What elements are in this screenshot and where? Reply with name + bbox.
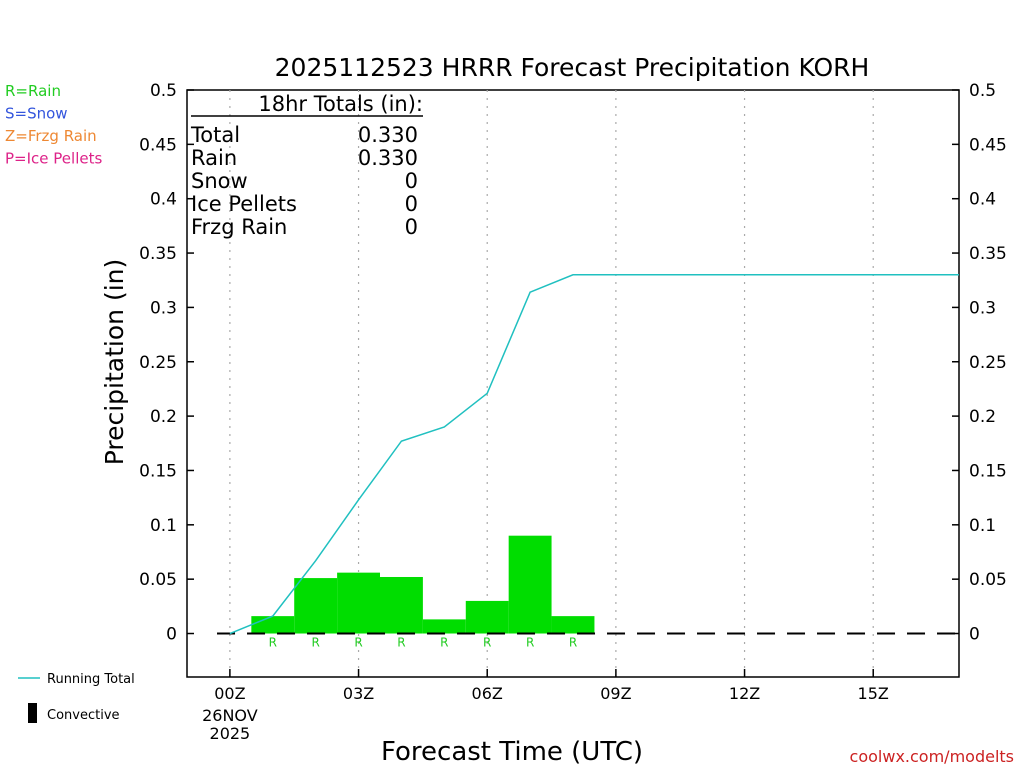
totals-label: Ice Pellets	[191, 192, 297, 216]
ptype-legend-item: S=Snow	[5, 105, 68, 123]
convective-legend-swatch	[28, 703, 37, 723]
ptype-marker: R	[269, 636, 277, 650]
ptype-legend-item: P=Ice Pellets	[5, 150, 102, 168]
totals-label: Snow	[191, 169, 248, 193]
credit-text: coolwx.com/modelts	[850, 747, 1014, 766]
running-total-legend-label: Running Total	[47, 672, 135, 687]
chart-title: 2025112523 HRRR Forecast Precipitation K…	[275, 53, 870, 82]
totals-label: Total	[190, 123, 240, 147]
y-axis-right: 0 0.05 0.1 0.15 0.2 0.25 0.3 0.35 0.4 0.45 0.5	[952, 81, 1007, 645]
x-tick-label: 00Z	[214, 684, 245, 703]
x-date-year: 2025	[210, 724, 251, 743]
ptype-marker: R	[483, 636, 491, 650]
ptype-marker: R	[354, 636, 362, 650]
y-tick-label-left: 0.25	[139, 353, 177, 373]
y-tick-label-right: 0.4	[969, 190, 996, 210]
y-tick-label-right: 0	[969, 625, 980, 645]
x-axis-title: Forecast Time (UTC)	[381, 737, 643, 767]
y-axis-title: Precipitation (in)	[100, 259, 129, 466]
precip-bar	[380, 576, 423, 634]
ptype-marker: R	[569, 636, 577, 650]
totals-value: 0	[405, 192, 418, 216]
x-date-day: 26NOV	[202, 706, 258, 725]
precip-bar	[294, 578, 338, 634]
y-tick-label-right: 0.3	[969, 298, 996, 318]
ptype-legend: R=Rain S=Snow Z=Frzg Rain P=Ice Pellets	[5, 82, 102, 168]
ptype-marker: R	[311, 636, 319, 650]
totals-header: 18hr Totals (in):	[258, 92, 423, 116]
y-tick-label-left: 0.2	[150, 407, 177, 427]
totals-value: 0.330	[358, 146, 418, 170]
totals-label: Rain	[191, 146, 237, 170]
ptype-marker: R	[440, 636, 448, 650]
x-tick-label: 03Z	[343, 684, 374, 703]
precip-bar	[251, 616, 295, 634]
ptype-marker: R	[526, 636, 534, 650]
y-tick-label-right: 0.35	[969, 244, 1007, 264]
y-tick-label-left: 0.45	[139, 135, 177, 155]
precip-bar	[551, 616, 595, 634]
y-tick-label-left: 0.15	[139, 461, 177, 481]
totals-value: 0.330	[358, 123, 418, 147]
x-tick-label: 09Z	[600, 684, 631, 703]
y-tick-label-left: 0.5	[150, 81, 177, 101]
y-tick-label-left: 0.4	[150, 190, 177, 210]
x-tick-label: 15Z	[858, 684, 889, 703]
ptype-legend-item: Z=Frzg Rain	[5, 127, 97, 145]
y-tick-label-right: 0.5	[969, 81, 996, 101]
x-axis: 00Z 03Z 06Z 09Z 12Z 15Z	[214, 669, 889, 703]
y-tick-label-right: 0.05	[969, 570, 1007, 590]
precip-bar	[422, 619, 466, 634]
y-tick-label-right: 0.1	[969, 516, 996, 536]
totals-value: 0	[405, 169, 418, 193]
y-tick-label-right: 0.45	[969, 135, 1007, 155]
y-tick-label-left: 0.05	[139, 570, 177, 590]
convective-legend-label: Convective	[47, 708, 120, 723]
totals-value: 0	[405, 215, 418, 239]
precip-bars	[251, 535, 595, 634]
y-tick-label-left: 0.35	[139, 244, 177, 264]
ptype-legend-item: R=Rain	[5, 82, 61, 100]
precip-bar	[337, 572, 380, 634]
totals-label: Frzg Rain	[191, 215, 287, 239]
running-total-line	[229, 274, 959, 635]
y-tick-label-left: 0.1	[150, 516, 177, 536]
ptype-marker: R	[397, 636, 405, 650]
y-tick-label-left: 0	[166, 625, 177, 645]
y-tick-label-right: 0.15	[969, 461, 1007, 481]
plot-frame	[186, 89, 960, 678]
line-legend: Running Total Convective	[18, 672, 135, 723]
y-tick-label-right: 0.2	[969, 407, 996, 427]
x-tick-label: 12Z	[729, 684, 760, 703]
y-tick-label-left: 0.3	[150, 298, 177, 318]
precip-bar	[508, 535, 552, 634]
precip-bar	[465, 600, 509, 634]
y-tick-label-right: 0.25	[969, 353, 1007, 373]
x-tick-label: 06Z	[472, 684, 503, 703]
y-axis-left: 0 0.05 0.1 0.15 0.2 0.25 0.3 0.35 0.4 0.45 0.5	[139, 81, 194, 645]
totals-box: 18hr Totals (in): Total 0.330 Rain 0.330 Sno…	[190, 92, 423, 239]
